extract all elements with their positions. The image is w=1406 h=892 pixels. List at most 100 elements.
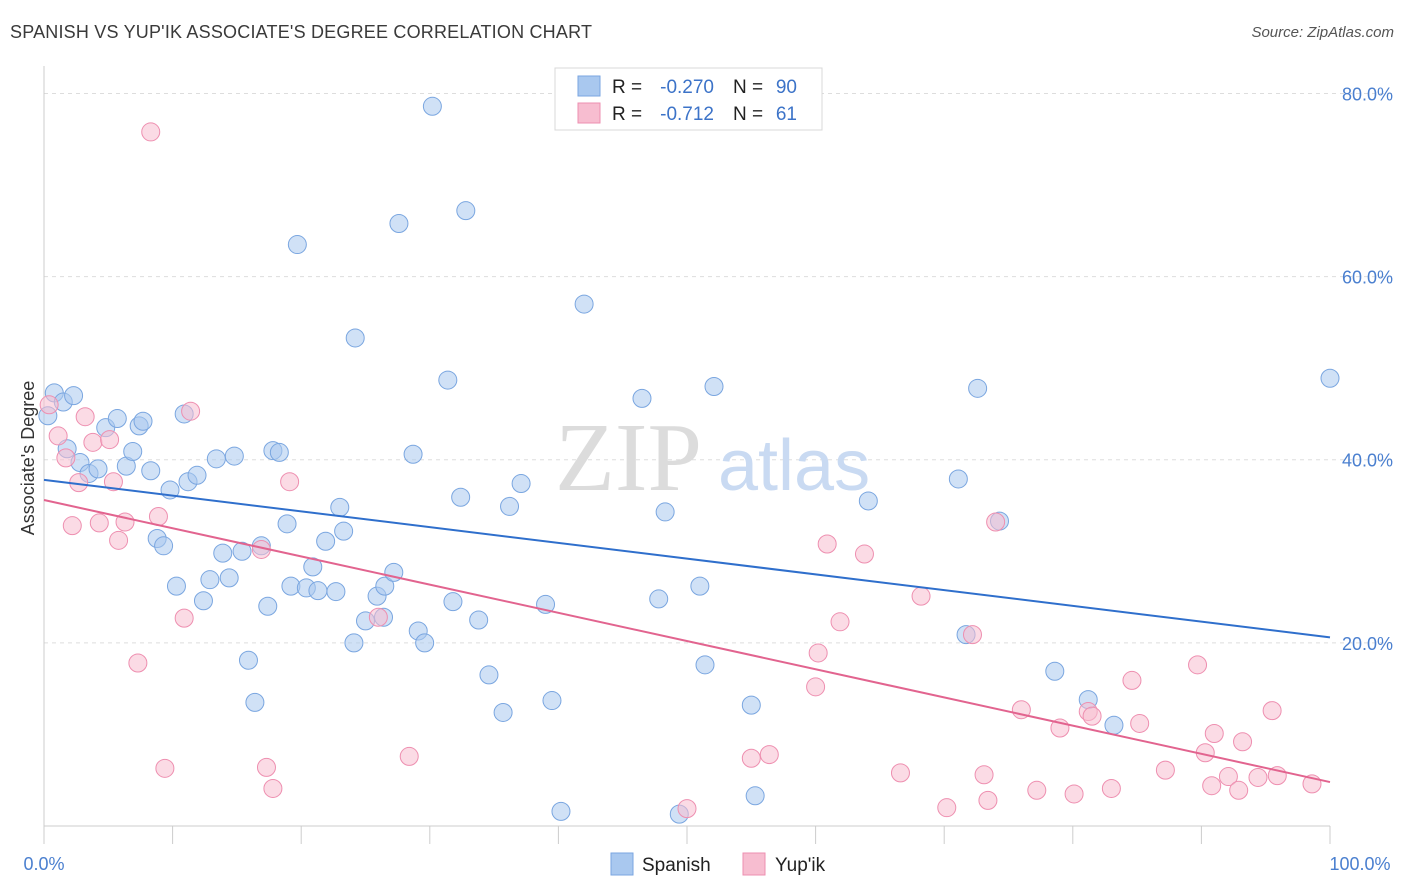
point-spanish [232,541,252,561]
point-spanish [107,409,127,429]
point-spanish [334,521,354,541]
legend-bottom: Spanish Yup'ik [610,852,826,876]
point-spanish [493,702,513,722]
point-spanish [443,592,463,612]
point-spanish [206,449,226,469]
point-spanish [479,665,499,685]
point-spanish [344,633,364,653]
point-spanish [500,496,520,516]
point-spanish [1320,368,1340,388]
point-spanish [345,328,365,348]
point-spanish [330,497,350,517]
point-spanish [542,691,562,711]
legend-bottom-swatch-spanish [610,852,634,876]
point-spanish [219,568,239,588]
point-yupik [890,763,910,783]
point-yupik [174,608,194,628]
point-yupik [181,401,201,421]
point-spanish [141,461,161,481]
point-spanish [745,786,765,806]
point-yupik [83,432,103,452]
point-yupik [89,513,109,533]
point-yupik [978,790,998,810]
point-spanish [632,388,652,408]
point-yupik [937,798,957,818]
point-spanish [133,411,153,431]
point-spanish [690,576,710,596]
point-yupik [1188,655,1208,675]
point-spanish [287,235,307,255]
point-yupik [806,677,826,697]
point-spanish [655,502,675,522]
legend-n-value-yupik: 61 [776,104,797,125]
point-spanish [574,294,594,314]
y-tick-label: 80.0% [1342,84,1393,104]
point-spanish [303,557,323,577]
x-tick-label-min: 0.0% [23,854,64,874]
legend-bottom-swatch-yupik [742,852,766,876]
point-yupik [974,765,994,785]
point-yupik [1229,780,1249,800]
point-yupik [1130,713,1150,733]
point-spanish [858,491,878,511]
point-spanish [154,536,174,556]
series-yupik [39,122,1322,819]
point-yupik [100,430,120,450]
point-spanish [258,596,278,616]
gridlines [44,92,1392,644]
legend-swatch-spanish [577,75,601,97]
point-spanish [451,487,471,507]
point-spanish [326,582,346,602]
point-spanish [213,543,233,563]
point-yupik [759,745,779,765]
point-spanish [123,441,143,461]
watermark-atlas: atlas [718,426,870,506]
point-yupik [48,426,68,446]
point-yupik [1262,701,1282,721]
point-spanish [948,469,968,489]
point-yupik [854,544,874,564]
point-yupik [128,653,148,673]
series-spanish [38,96,1340,824]
legend-r-label-yupik: R = [612,104,642,125]
point-yupik [986,512,1006,532]
point-spanish [277,514,297,534]
point-yupik [39,395,59,415]
point-yupik [830,612,850,632]
point-spanish [438,370,458,390]
legend-top: R = -0.270 N = 90 R = -0.712 N = 61 [554,67,823,131]
trend-lines [43,478,1331,784]
point-spanish [389,213,409,233]
point-spanish [968,378,988,398]
point-spanish [193,591,213,611]
point-yupik [1122,670,1142,690]
legend-n-label-spanish: N = [733,77,763,98]
legend-swatch-yupik [577,102,601,124]
point-yupik [263,778,283,798]
point-yupik [399,746,419,766]
y-tick-label: 20.0% [1342,634,1393,654]
legend-bottom-label-yupik: Yup'ik [775,855,826,876]
watermark-zip: ZIP [555,404,702,512]
legend-n-label-yupik: N = [733,104,763,125]
legend-n-value-spanish: 90 [776,77,797,98]
point-spanish [308,581,328,601]
legend-r-value-yupik: -0.712 [660,104,714,125]
legend-bottom-label-spanish: Spanish [642,855,711,876]
point-spanish [403,444,423,464]
point-yupik [677,799,697,819]
point-yupik [155,758,175,778]
point-yupik [741,748,761,768]
point-yupik [75,407,95,427]
point-spanish [245,692,265,712]
point-spanish [469,610,489,630]
point-yupik [62,516,82,536]
point-spanish [64,386,84,406]
y-axis-label: Associate's Degree [18,381,38,536]
point-spanish [238,650,258,670]
legend-r-value-spanish: -0.270 [660,77,714,98]
point-spanish [88,459,108,479]
point-yupik [962,625,982,645]
point-spanish [695,655,715,675]
